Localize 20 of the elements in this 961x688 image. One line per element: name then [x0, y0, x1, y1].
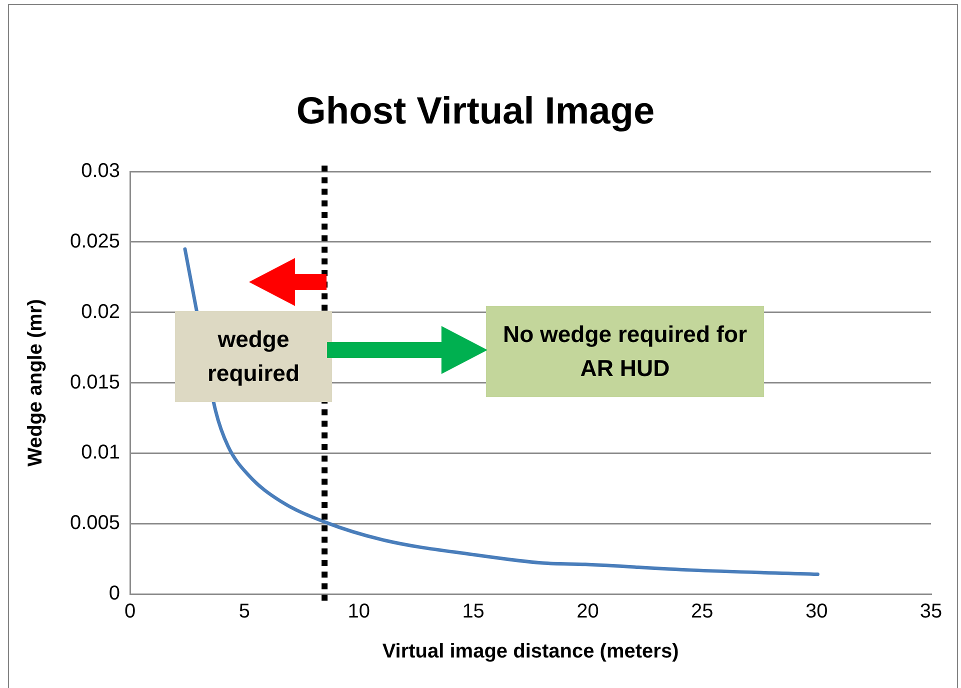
x-tick-label: 15: [462, 600, 484, 623]
x-tick-label: 30: [805, 600, 828, 623]
x-tick-label: 0: [124, 600, 136, 623]
x-tick-label: 10: [348, 600, 370, 623]
x-axis-title: Virtual image distance (meters): [382, 640, 679, 663]
chart-title: Ghost Virtual Image: [296, 90, 655, 132]
y-tick-label: 0.025: [70, 230, 120, 253]
y-tick-label: 0.005: [70, 512, 120, 534]
x-tick-label: 25: [691, 600, 714, 623]
x-tick-label: 5: [238, 600, 250, 623]
y-axis-title: Wedge angle (mr): [24, 299, 47, 467]
y-tick-label: 0.015: [70, 371, 120, 394]
y-tick-label: 0.01: [81, 442, 120, 464]
y-tick-label: 0.02: [81, 300, 120, 323]
x-tick-label: 35: [920, 600, 942, 623]
annotation: wedge required: [206, 325, 301, 388]
annotation: No wedge required for AR HUD: [502, 320, 748, 382]
y-tick-label: 0.03: [81, 160, 120, 182]
x-tick-label: 20: [576, 600, 599, 623]
y-tick-label: 0: [108, 582, 120, 605]
